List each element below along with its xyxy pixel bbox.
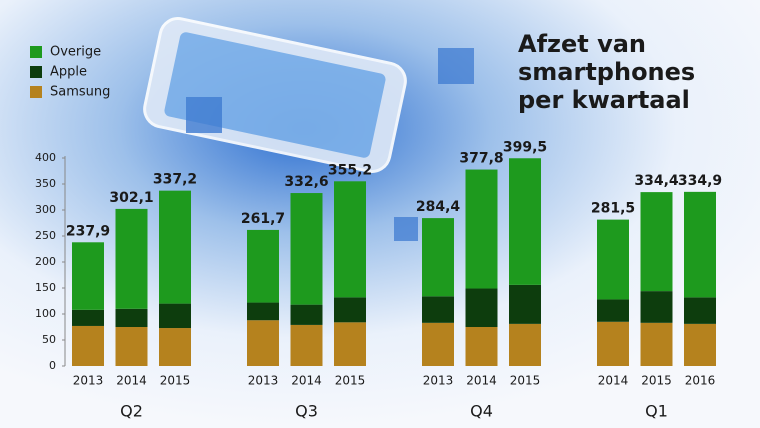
bar-segment: [290, 304, 323, 325]
bar-segment: [597, 321, 629, 366]
x-tick-label: 2014: [116, 374, 147, 388]
total-label: 281,5: [591, 201, 635, 217]
bar-segment: [159, 190, 191, 304]
y-tick-label: 50: [42, 333, 56, 346]
bar-segment: [509, 323, 541, 366]
bar-segment: [465, 288, 498, 327]
bar-segment: [72, 325, 104, 366]
legend-label: Overige: [50, 45, 101, 60]
bar-segment: [465, 169, 498, 289]
bar-segment: [640, 291, 673, 323]
legend-swatch: [30, 66, 42, 78]
group-label: Q1: [645, 402, 668, 421]
x-tick-label: 2014: [598, 374, 629, 388]
bar-segment: [290, 324, 323, 366]
y-tick-label: 150: [35, 281, 56, 294]
total-label: 334,9: [678, 173, 722, 189]
total-label: 261,7: [241, 211, 285, 227]
legend-label: Apple: [50, 65, 87, 80]
legend-swatch: [30, 46, 42, 58]
x-tick-label: 2016: [685, 374, 716, 388]
chart-title: smartphones: [518, 58, 695, 86]
x-tick-label: 2014: [466, 374, 497, 388]
x-tick-label: 2013: [248, 374, 279, 388]
legend-swatch: [30, 86, 42, 98]
bar-segment: [597, 299, 629, 322]
bar-segment: [684, 323, 716, 366]
bar-segment: [509, 158, 541, 285]
total-label: 337,2: [153, 172, 197, 188]
x-tick-label: 2015: [335, 374, 366, 388]
bar-segment: [334, 181, 366, 298]
group-label: Q3: [295, 402, 318, 421]
bar-segment: [247, 229, 279, 303]
total-label: 399,5: [503, 139, 547, 155]
bar-segment: [334, 297, 366, 323]
group-label: Q4: [470, 402, 493, 421]
bar-segment: [509, 284, 541, 324]
total-label: 355,2: [328, 162, 372, 178]
total-label: 377,8: [459, 151, 503, 167]
bar-segment: [640, 192, 673, 292]
bar-segment: [684, 297, 716, 324]
y-tick-label: 100: [35, 307, 56, 320]
x-tick-label: 2015: [641, 374, 672, 388]
bar-segment: [422, 322, 454, 366]
y-tick-label: 200: [35, 255, 56, 268]
bar-segment: [422, 218, 454, 297]
bar-segment: [159, 303, 191, 329]
bar-segment: [72, 242, 104, 310]
bar-segment: [465, 327, 498, 366]
bar-segment: [684, 191, 716, 298]
bar-segment: [247, 302, 279, 321]
bar-segment: [115, 308, 148, 327]
bar-segment: [115, 327, 148, 366]
y-tick-label: 250: [35, 229, 56, 242]
y-tick-label: 400: [35, 151, 56, 164]
chart-title: per kwartaal: [518, 86, 690, 114]
bar-segment: [334, 322, 366, 366]
bar-segment: [597, 219, 629, 300]
bar-segment: [72, 309, 104, 326]
phone-illustration: [143, 17, 474, 241]
total-label: 332,6: [284, 174, 328, 190]
total-label: 237,9: [66, 223, 110, 239]
x-tick-label: 2015: [160, 374, 191, 388]
bar-segment: [159, 328, 191, 366]
total-label: 334,4: [634, 173, 679, 189]
bar-segment: [640, 322, 673, 366]
group-label: Q2: [120, 402, 143, 421]
x-tick-label: 2013: [73, 374, 104, 388]
y-tick-label: 0: [49, 359, 56, 372]
legend-label: Samsung: [50, 85, 110, 100]
bar-segment: [247, 320, 279, 366]
bar-segment: [422, 296, 454, 323]
y-tick-label: 300: [35, 203, 56, 216]
x-tick-label: 2013: [423, 374, 454, 388]
y-tick-label: 350: [35, 177, 56, 190]
total-label: 284,4: [416, 199, 461, 215]
x-tick-label: 2014: [291, 374, 322, 388]
bar-segment: [115, 208, 148, 309]
x-tick-label: 2015: [510, 374, 541, 388]
chart-title: Afzet van: [518, 30, 646, 58]
bar-segment: [290, 193, 323, 305]
total-label: 302,1: [109, 190, 153, 206]
